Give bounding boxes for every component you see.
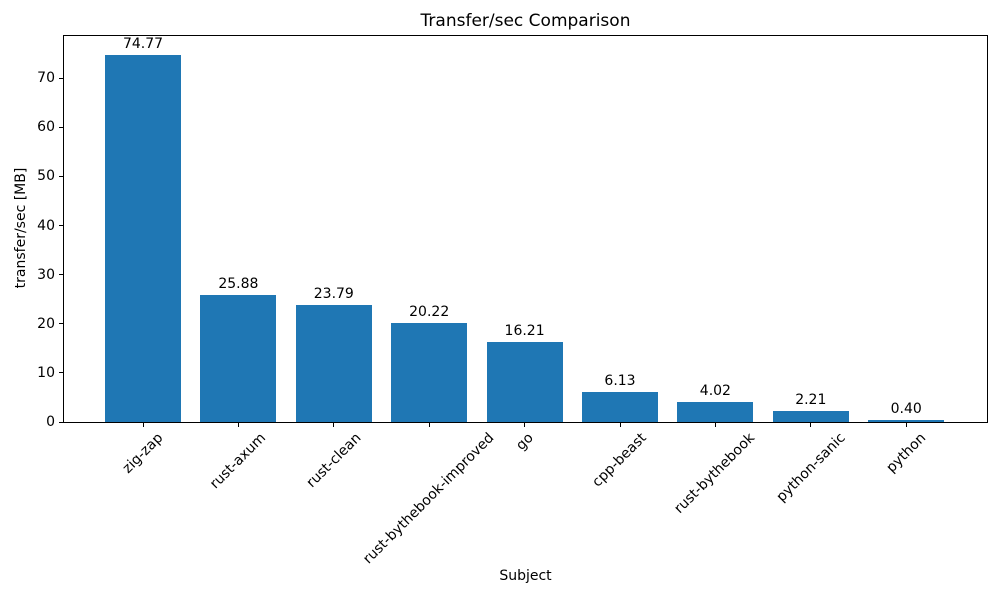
y-tick-label: 60 <box>37 119 55 136</box>
y-tick-mark <box>59 77 63 79</box>
bar <box>200 294 277 422</box>
x-tick-mark <box>619 423 621 427</box>
x-tick-label: python <box>882 430 929 476</box>
bar <box>295 305 372 422</box>
y-tick-mark <box>59 421 63 423</box>
x-tick-label: cpp-beast <box>589 430 651 491</box>
y-tick-mark <box>59 225 63 227</box>
bar <box>105 54 181 422</box>
y-tick-label: 30 <box>37 266 55 283</box>
x-tick-mark <box>810 423 812 427</box>
bar <box>677 402 754 422</box>
bar-value-label: 25.88 <box>218 275 259 292</box>
bar <box>868 420 945 422</box>
x-tick-mark <box>237 423 239 427</box>
bar-value-label: 4.02 <box>699 383 731 400</box>
bar-value-label: 16.21 <box>504 323 545 340</box>
bar-value-label: 2.21 <box>795 392 827 409</box>
bar-value-label: 6.13 <box>604 372 636 389</box>
bar <box>582 391 658 422</box>
y-tick-label: 50 <box>37 168 55 185</box>
x-tick-mark <box>524 423 526 427</box>
x-tick-mark <box>333 423 335 427</box>
y-tick-mark <box>59 126 63 128</box>
y-tick-label: 20 <box>37 315 55 332</box>
bar <box>486 342 563 422</box>
bar <box>391 322 468 422</box>
x-tick-label: rust-clean <box>303 430 364 491</box>
x-tick-mark <box>142 423 144 427</box>
bar-value-label: 23.79 <box>313 286 354 303</box>
bar-value-label: 20.22 <box>409 303 450 320</box>
x-tick-label: python-sanic <box>773 430 849 506</box>
y-tick-mark <box>59 372 63 374</box>
x-tick-label: rust-axum <box>206 430 270 493</box>
x-tick-label: go <box>512 430 537 454</box>
bar-value-label: 74.77 <box>122 35 164 52</box>
y-tick-mark <box>59 274 63 276</box>
y-tick-mark <box>59 323 63 325</box>
x-tick-mark <box>905 423 907 427</box>
x-axis-label: Subject <box>499 568 552 584</box>
y-tick-label: 70 <box>37 70 55 87</box>
x-tick-mark <box>428 423 430 427</box>
x-tick-label: rust-bythebook <box>671 430 759 517</box>
y-axis-label: transfer/sec [MB] <box>13 167 29 289</box>
y-tick-label: 40 <box>37 217 55 234</box>
y-tick-label: 10 <box>37 364 55 381</box>
chart-title: Transfer/sec Comparison <box>420 11 631 31</box>
bar-value-label: 0.40 <box>890 401 922 418</box>
x-tick-label: zig-zap <box>119 430 166 477</box>
x-tick-mark <box>714 423 716 427</box>
bar <box>772 411 849 422</box>
x-tick-label: rust-bythebook-improved <box>360 430 498 568</box>
y-tick-mark <box>59 175 63 177</box>
y-tick-label: 0 <box>46 414 55 430</box>
